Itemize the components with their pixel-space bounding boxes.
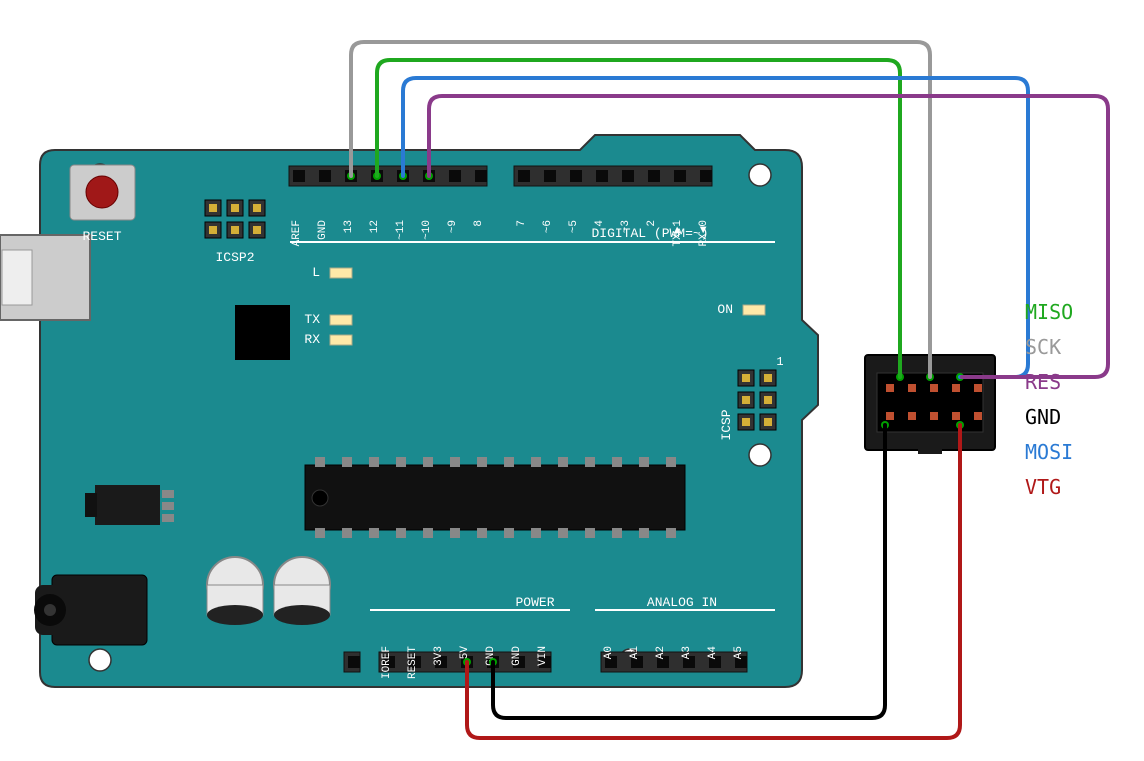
pin-header	[601, 652, 747, 672]
pin-label: A1	[629, 646, 641, 660]
led-on	[743, 305, 765, 315]
mcu-chip	[305, 457, 685, 538]
pin-label: ~9	[447, 220, 459, 233]
mounting-hole	[89, 649, 111, 671]
pin-label: ~11	[395, 220, 407, 240]
pin-label: 13	[343, 220, 355, 233]
pin-label: IOREF	[381, 646, 393, 679]
led-rx	[330, 335, 352, 345]
pin-label: VIN	[537, 646, 549, 666]
legend-mosi: MOSI	[1025, 440, 1073, 464]
digital-label: DIGITAL (PWM=~)	[591, 226, 708, 241]
pin-label: ~5	[568, 220, 580, 233]
pin-label: 3V3	[433, 646, 445, 666]
pin-header	[289, 166, 487, 186]
legend-miso: MISO	[1025, 300, 1073, 324]
svg-text:ICSP: ICSP	[719, 409, 734, 440]
pin-label: A5	[733, 646, 745, 659]
pin-label: 12	[369, 220, 381, 233]
legend-vtg: VTG	[1025, 475, 1061, 499]
led-tx	[330, 315, 352, 325]
dc-jack	[34, 575, 147, 645]
pin-label: A0	[603, 646, 615, 659]
diagram-svg: RESETICSP2AREFGND1312~11~10~987~6~54~32T…	[0, 0, 1144, 761]
led-label: L	[312, 265, 320, 280]
pin-label: RESET	[407, 646, 419, 679]
pin-label: ~6	[542, 220, 554, 233]
pin-label: A3	[681, 646, 693, 659]
power-label: POWER	[515, 595, 554, 610]
led-label: ON	[717, 302, 733, 317]
svg-text:1: 1	[776, 355, 783, 369]
pin-label: 5V	[459, 646, 471, 660]
usb-port	[0, 235, 90, 320]
pin-label: A2	[655, 646, 667, 659]
led-label: RX	[304, 332, 320, 347]
pin-label: ~10	[421, 220, 433, 240]
svg-text:ICSP2: ICSP2	[215, 250, 254, 265]
legend-gnd: GND	[1025, 405, 1061, 429]
pin-label: 8	[473, 220, 485, 227]
pin-label: A4	[707, 646, 719, 660]
wiring-diagram: RESETICSP2AREFGND1312~11~10~987~6~54~32T…	[0, 0, 1144, 761]
chip-small	[235, 305, 290, 360]
pin-label: GND	[511, 646, 523, 666]
reset-label: RESET	[82, 229, 121, 244]
pin-label: 7	[516, 220, 528, 227]
legend-res: RES	[1025, 370, 1061, 394]
legend-sck: SCK	[1025, 335, 1061, 359]
pin-header	[514, 166, 712, 186]
pin-label: GND	[317, 220, 329, 240]
led-label: TX	[304, 312, 320, 327]
mounting-hole	[749, 164, 771, 186]
led-l	[330, 268, 352, 278]
pin-header	[344, 652, 360, 672]
mounting-hole	[749, 444, 771, 466]
analog-label: ANALOG IN	[647, 595, 717, 610]
